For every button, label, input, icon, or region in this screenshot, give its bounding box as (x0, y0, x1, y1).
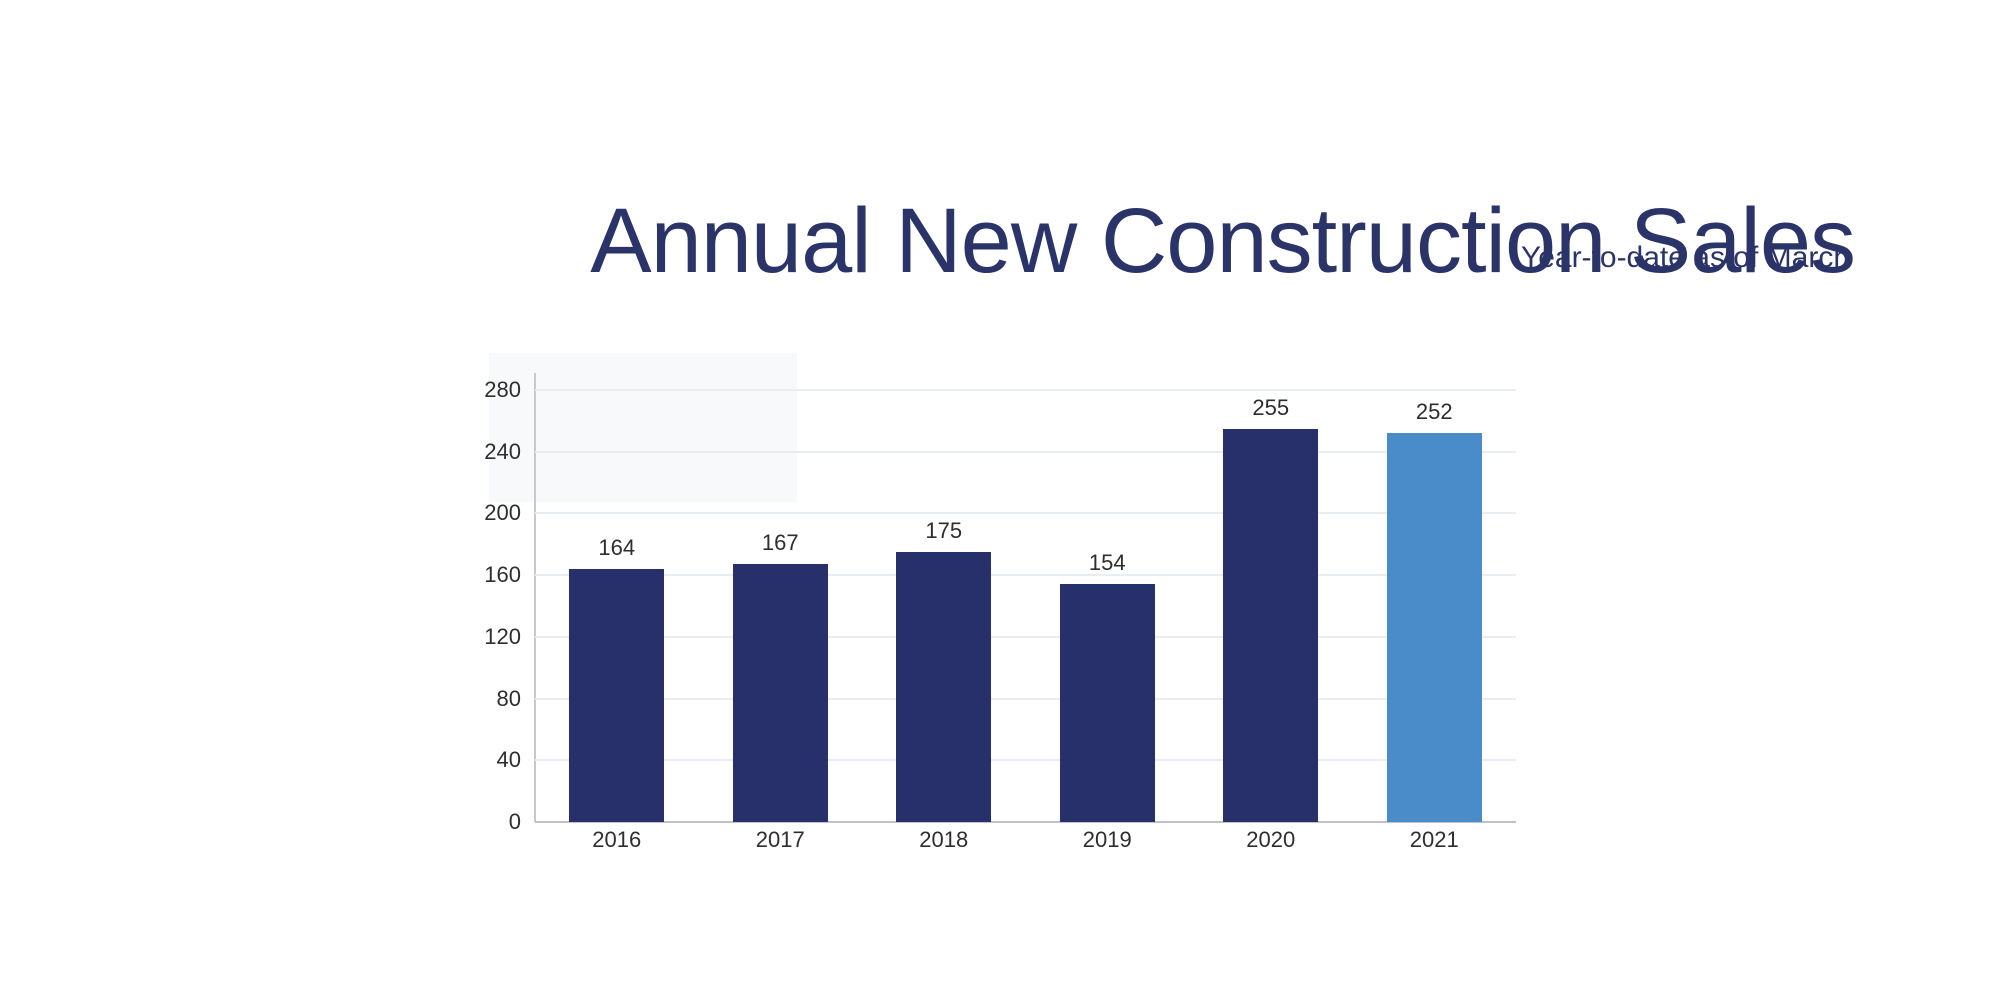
x-tick-label: 2018 (919, 827, 969, 852)
bar-value-label: 255 (1252, 394, 1290, 420)
y-tick-label: 80 (496, 685, 521, 711)
bar-chart: 0 40 80 120 160 200 240 280 164 2016 167 2017 175 201… (484, 373, 1516, 851)
bar-2017 (732, 564, 828, 822)
gridline-y-200 (535, 512, 1516, 515)
page-title: Annual New Construction Sales (590, 189, 1856, 292)
gridline-y-120 (535, 635, 1516, 638)
bar-2016 (569, 568, 665, 822)
bar-value-label: 167 (761, 530, 799, 556)
x-tick-label: 2017 (755, 827, 805, 852)
bar-value-label: 164 (598, 534, 636, 560)
bar-2020 (1223, 428, 1319, 822)
x-axis-line (535, 821, 1516, 823)
background-highlight-rectangle (489, 353, 797, 502)
gridline-y-280 (535, 389, 1516, 391)
x-tick-label: 2019 (1082, 827, 1132, 852)
x-tick-label: 2020 (1246, 827, 1296, 852)
y-tick-label: 280 (484, 377, 521, 402)
bar-2021 (1386, 433, 1482, 822)
bar-2018 (896, 552, 992, 822)
y-tick-label: 160 (484, 562, 521, 588)
y-tick-label: 240 (484, 438, 521, 464)
x-tick-label: 2021 (1409, 827, 1459, 852)
gridline-y-160 (535, 574, 1516, 577)
gridline-y-240 (535, 450, 1516, 453)
y-tick-label: 120 (484, 623, 521, 649)
gridline-y-40 (535, 759, 1516, 762)
bar-value-label: 175 (925, 518, 963, 543)
y-tick-label: 40 (496, 747, 521, 773)
y-tick-label: 0 (508, 809, 521, 834)
x-tick-label: 2016 (592, 827, 642, 852)
gridline-y-80 (535, 697, 1516, 700)
page-subtitle: Year-to-date as of March (1520, 241, 1850, 274)
bar-value-label: 154 (1088, 550, 1126, 576)
y-axis-line (534, 373, 536, 822)
bar-2019 (1059, 584, 1155, 822)
bar-value-label: 252 (1415, 399, 1453, 425)
y-tick-label: 200 (484, 500, 521, 526)
